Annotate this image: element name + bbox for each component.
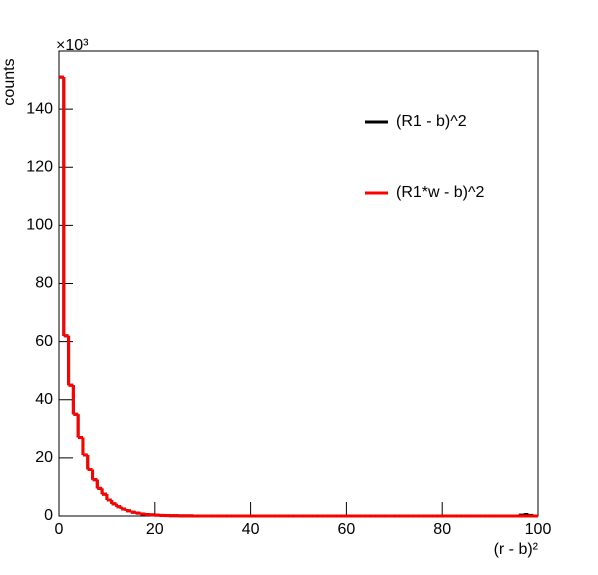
y-tick-label: 60 — [35, 333, 53, 350]
x-tick-label: 100 — [525, 521, 552, 538]
y-tick-label: 0 — [44, 507, 53, 524]
x-tick-label: 60 — [338, 521, 356, 538]
y-tick-label: 120 — [26, 158, 53, 175]
x-tick-label: 40 — [242, 521, 260, 538]
y-tick-label: 20 — [35, 449, 53, 466]
y-tick-label: 80 — [35, 275, 53, 292]
legend-label: (R1 - b)^2 — [396, 113, 467, 130]
y-multiplier: ×10³ — [56, 37, 89, 54]
legend-label: (R1*w - b)^2 — [396, 184, 485, 201]
x-axis-label: (r - b)² — [494, 541, 539, 558]
y-tick-label: 140 — [26, 100, 53, 117]
x-tick-label: 20 — [146, 521, 164, 538]
y-tick-label: 100 — [26, 217, 53, 234]
x-tick-label: 0 — [55, 521, 64, 538]
y-axis-label: counts — [1, 58, 18, 105]
x-tick-label: 80 — [433, 521, 451, 538]
y-tick-label: 40 — [35, 391, 53, 408]
